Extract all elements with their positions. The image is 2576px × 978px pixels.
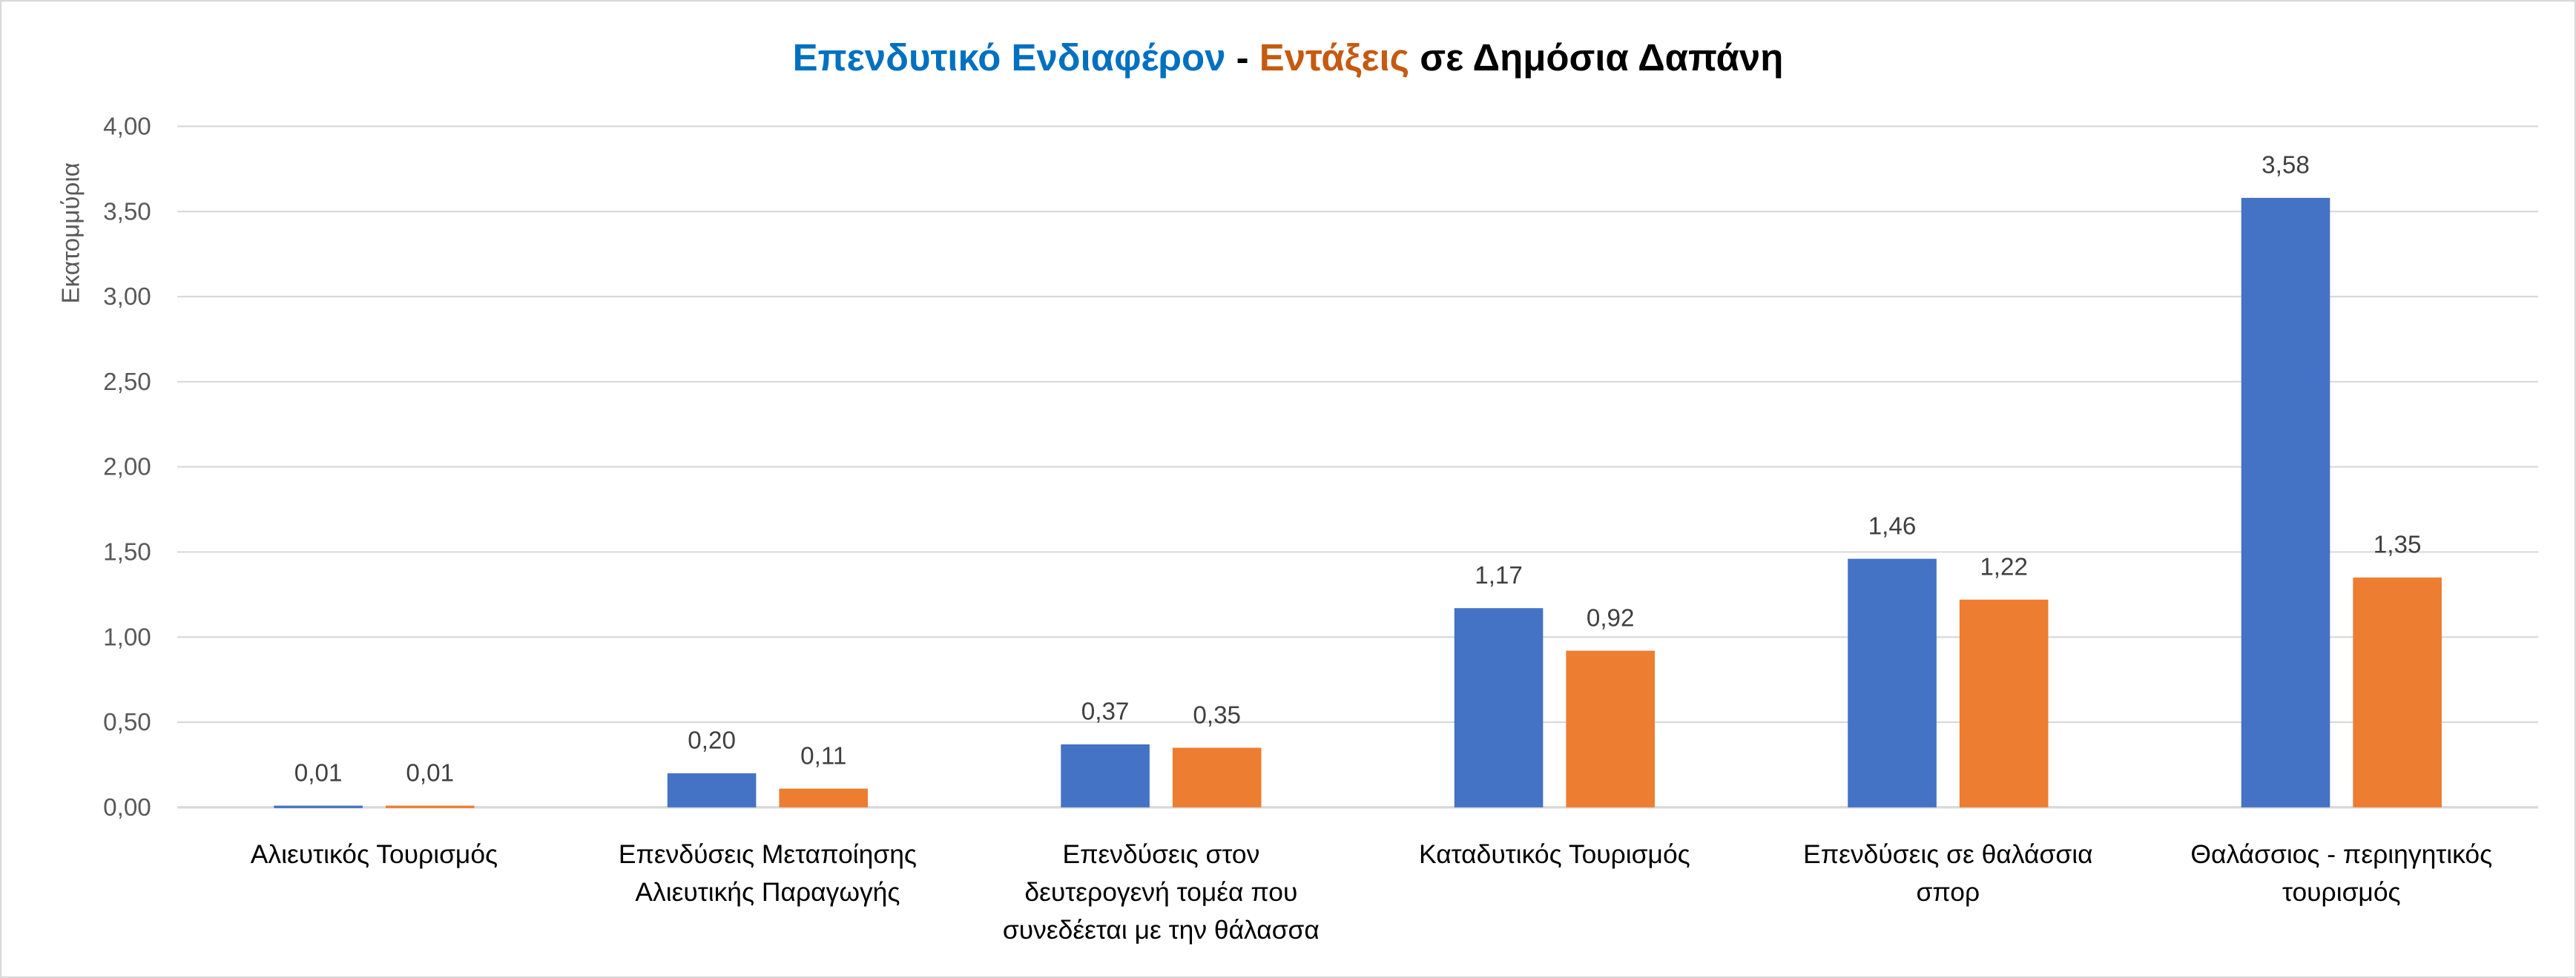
y-tick-label: 4,00	[103, 113, 151, 140]
x-tick-label-line: Επενδύσεις στον	[1062, 839, 1259, 869]
bar-approvals	[1172, 747, 1262, 807]
gridlines	[177, 125, 2539, 809]
data-label: 3,58	[2262, 152, 2310, 179]
x-tick-label-line: Θαλάσσιος - περιηγητικός	[2190, 839, 2492, 869]
data-label: 0,11	[800, 742, 846, 770]
y-tick-label: 2,00	[103, 454, 151, 481]
bar-interest	[2241, 197, 2330, 807]
data-label: 1,46	[1868, 512, 1917, 540]
bar-interest	[1061, 744, 1150, 807]
y-tick-label: 2,50	[103, 369, 151, 396]
title-part-1: -	[1225, 36, 1259, 79]
bar-interest	[667, 773, 757, 807]
data-label: 0,01	[406, 759, 454, 787]
bar-approvals	[1566, 650, 1655, 807]
title-part-0: Επενδυτικό Ενδιαφέρον	[793, 36, 1226, 79]
x-tick-label-line: Επενδύσεις Μεταποίησης	[619, 839, 917, 869]
y-tick-label: 3,00	[103, 283, 151, 311]
y-tick-label: 3,50	[103, 198, 151, 225]
data-label: 1,22	[1980, 554, 2028, 581]
chart-title: Επενδυτικό Ενδιαφέρον - Εντάξεις σε Δημό…	[793, 36, 1784, 79]
bar-approvals	[779, 788, 869, 807]
bar-approvals	[1959, 599, 2049, 807]
data-label: 0,35	[1193, 701, 1241, 729]
data-label: 0,01	[294, 759, 343, 787]
x-tick-label-line: τουρισμός	[2282, 877, 2401, 907]
y-tick-label: 1,00	[103, 624, 151, 651]
bar-approvals	[385, 805, 475, 808]
y-tick-label: 1,50	[103, 539, 151, 566]
data-label: 1,17	[1475, 562, 1523, 589]
bars: 0,01 0,01 0,20 0,11 0,37 0,35 1,17 0,92 1,46 1,22…	[274, 152, 2442, 808]
x-tick-label: Επενδύσεις Μεταποίησης Αλιευτικής Παραγωγ…	[619, 839, 917, 907]
title-part-3: σε Δημόσια Δαπάνη	[1409, 36, 1783, 79]
x-tick-label-line: σπορ	[1917, 877, 1980, 907]
x-tick-label: Θαλάσσιος - περιηγητικός τουρισμός	[2190, 839, 2492, 907]
x-tick-label: Επενδύσεις σε θαλάσσια σπορ	[1803, 839, 2092, 907]
x-tick-label: Καταδυτικός Τουρισμός	[1419, 839, 1690, 869]
x-tick-label: Επενδύσεις στον δευτερογενή τομέα που συνε…	[1003, 839, 1320, 945]
x-axis-labels: Αλιευτικός Τουρισμός Επενδύσεις Μεταποίησ…	[251, 839, 2492, 945]
x-tick-label-line: συνεδέεται με την θάλασσα	[1003, 915, 1320, 945]
y-tick-label: 0,00	[103, 794, 151, 822]
bar-interest	[274, 805, 363, 808]
x-tick-label-line: Επενδύσεις σε θαλάσσια	[1803, 839, 2092, 869]
y-axis-title: Εκατομμύρια	[57, 162, 85, 303]
bar-interest	[1848, 558, 1937, 807]
x-tick-label: Αλιευτικός Τουρισμός	[251, 839, 498, 869]
data-label: 0,92	[1587, 604, 1635, 632]
bar-interest	[1454, 608, 1544, 807]
x-tick-label-line: Αλιευτικής Παραγωγής	[635, 877, 900, 907]
data-label: 0,37	[1081, 698, 1130, 726]
x-tick-label-line: δευτερογενή τομέα που	[1024, 877, 1297, 907]
y-axis-ticks: 0,00 0,50 1,00 1,50 2,00 2,50 3,00 3,50 4,00	[103, 113, 151, 821]
x-tick-label-line: Καταδυτικός Τουρισμός	[1419, 839, 1690, 869]
x-tick-label-line: Αλιευτικός Τουρισμός	[251, 839, 498, 869]
data-label: 0,20	[688, 727, 736, 755]
title-part-2: Εντάξεις	[1259, 36, 1409, 79]
y-tick-label: 0,50	[103, 709, 151, 736]
bar-approvals	[2353, 577, 2442, 807]
data-label: 1,35	[2374, 532, 2422, 559]
